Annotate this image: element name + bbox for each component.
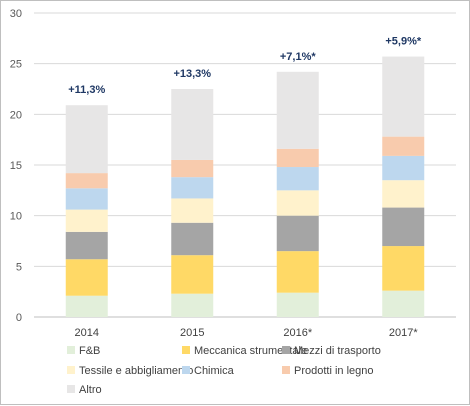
bar-segment-2015-2	[171, 222, 214, 256]
growth-annotation: +5,9%*	[385, 36, 421, 48]
y-tick-label: 5	[16, 261, 22, 273]
bar-segment-2016-1	[276, 251, 319, 293]
bar-segment-2016-0	[276, 292, 319, 317]
x-tick-label: 2017*	[389, 327, 418, 339]
bar-segment-2017-1	[382, 246, 425, 291]
legend-label: Altro	[79, 384, 102, 396]
legend-label: Prodotti in legno	[294, 365, 374, 377]
legend-swatch	[282, 346, 290, 354]
legend-label: Mezzi di trasporto	[294, 345, 381, 357]
bar-segment-2016-6	[276, 71, 319, 149]
x-tick-label: 2014	[75, 327, 99, 339]
y-tick-label: 0	[16, 312, 22, 324]
bar-segment-2015-4	[171, 177, 214, 199]
bar-segment-2014-3	[65, 209, 108, 232]
legend-label: Meccanica strumentale	[194, 345, 307, 357]
bar-segment-2017-0	[382, 290, 425, 317]
legend-swatch	[282, 366, 290, 374]
legend-swatch	[182, 366, 190, 374]
legend-label: Tessile e abbigliamento	[79, 365, 193, 377]
legend-swatch	[67, 346, 75, 354]
growth-annotation: +7,1%*	[280, 51, 316, 63]
growth-annotation: +11,3%	[68, 84, 105, 96]
legend-swatch	[182, 346, 190, 354]
y-tick-label: 15	[10, 160, 22, 172]
growth-annotation: +13,3%	[173, 68, 211, 80]
legend-swatch	[67, 366, 75, 374]
bar-segment-2016-3	[276, 190, 319, 216]
bar-segment-2017-4	[382, 155, 425, 181]
y-tick-label: 30	[10, 8, 22, 20]
legend-label: F&B	[79, 345, 100, 357]
bar-segment-2016-4	[276, 167, 319, 191]
bar-segment-2015-0	[171, 293, 214, 317]
bar-segment-2016-5	[276, 148, 319, 168]
bar-segment-2017-6	[382, 56, 425, 137]
bar-segment-2017-5	[382, 136, 425, 156]
bar-segment-2015-6	[171, 89, 214, 160]
bar-segment-2014-6	[65, 105, 108, 174]
bar-segment-2014-0	[65, 295, 108, 317]
x-tick-label: 2016*	[283, 327, 312, 339]
bar-segment-2014-4	[65, 188, 108, 210]
y-tick-label: 20	[10, 109, 22, 121]
bar-segment-2015-3	[171, 198, 214, 223]
bar-segment-2014-2	[65, 231, 108, 260]
legend-swatch	[67, 385, 75, 393]
bar-segment-2015-1	[171, 255, 214, 294]
bar-segment-2017-3	[382, 180, 425, 208]
bar-segment-2014-5	[65, 173, 108, 189]
bar-segment-2015-5	[171, 159, 214, 178]
legend-label: Chimica	[194, 365, 235, 377]
bar-segment-2016-2	[276, 215, 319, 252]
y-tick-label: 25	[10, 59, 22, 71]
bar-segment-2017-2	[382, 207, 425, 247]
bar-segment-2014-1	[65, 259, 108, 296]
y-tick-label: 10	[10, 211, 22, 223]
x-tick-label: 2015	[180, 327, 204, 339]
